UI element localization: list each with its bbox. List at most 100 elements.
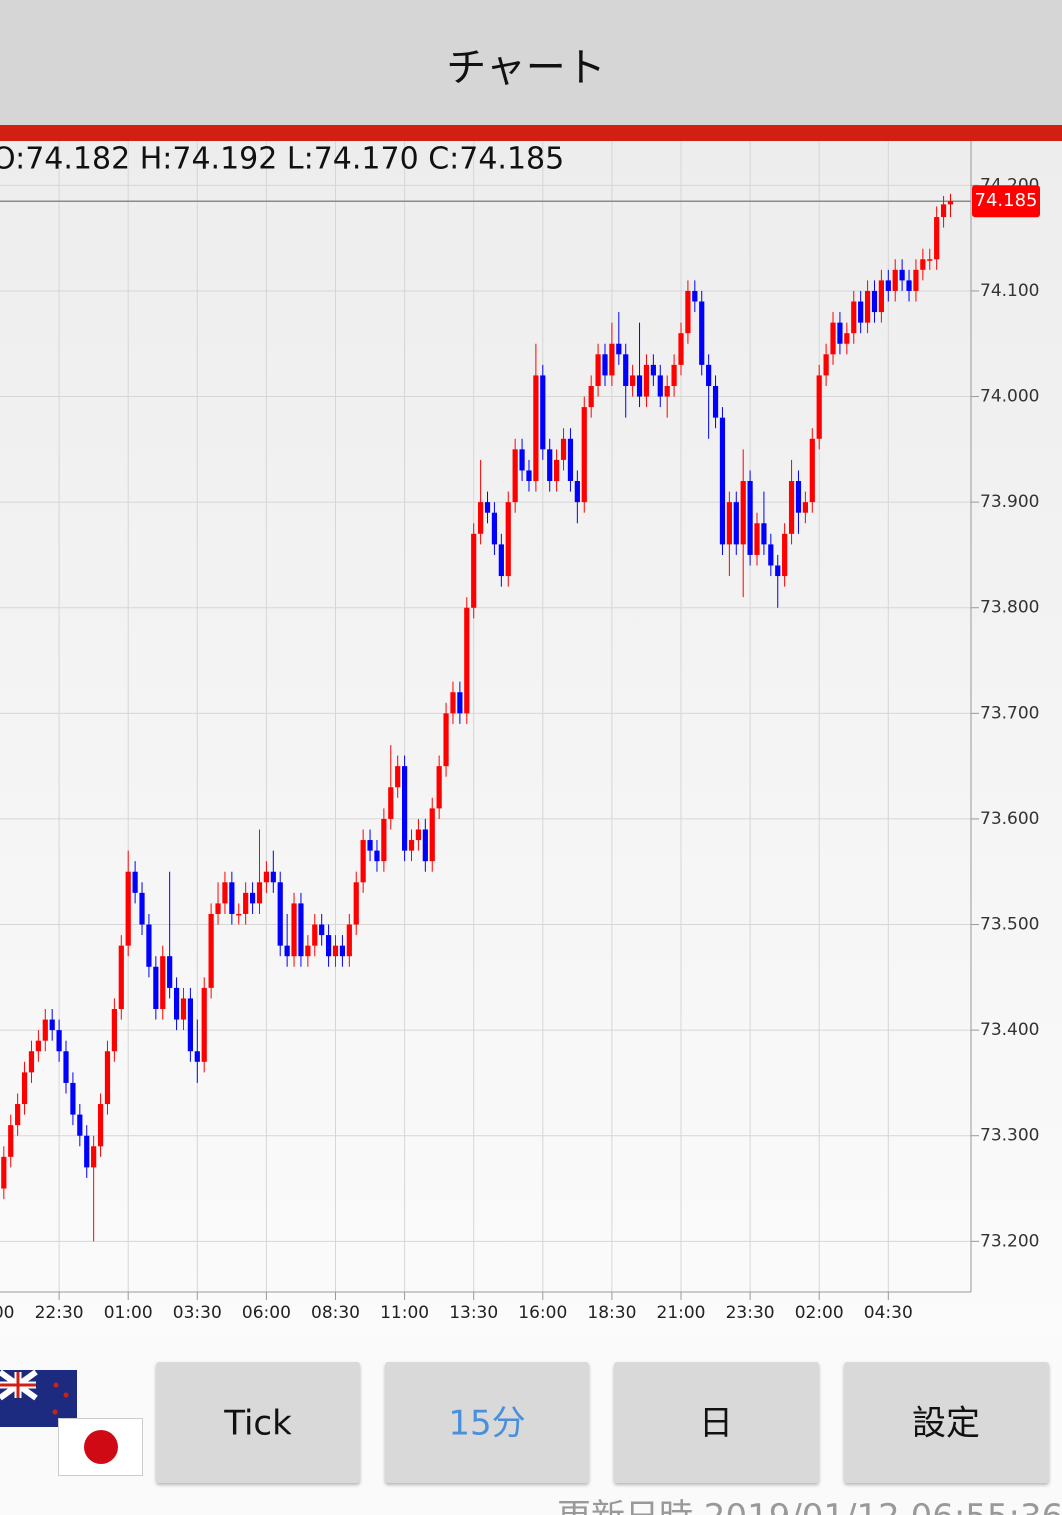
flag-jp-sun: [84, 1430, 118, 1464]
candle-body: [8, 1125, 14, 1157]
candle-body: [623, 354, 629, 386]
candle-body: [284, 945, 290, 957]
candle-body: [913, 269, 919, 291]
button-label[interactable]: 日: [699, 1404, 733, 1444]
button-label[interactable]: 設定: [912, 1404, 980, 1444]
candle-body: [678, 333, 684, 365]
candle-body: [471, 533, 477, 608]
ohlc-label: O:74.182 H:74.192 L:74.170 C:74.185: [0, 142, 564, 177]
candle-body: [795, 481, 802, 513]
candle-body: [450, 692, 456, 714]
candle-body: [491, 512, 498, 545]
candle-body: [581, 407, 587, 503]
candle-body: [726, 502, 732, 545]
candle-body: [457, 692, 463, 714]
candle-body: [1, 1156, 7, 1189]
candle-body: [339, 945, 346, 957]
candle-body: [256, 882, 263, 904]
y-tick-label: 73.300: [980, 1126, 1039, 1146]
candle-body: [312, 924, 318, 946]
price-tag: 74.185: [972, 185, 1040, 218]
button[interactable]: [844, 1362, 1049, 1483]
candle-body: [77, 1114, 83, 1136]
candle-body: [899, 269, 905, 281]
candles: [1, 193, 954, 1242]
x-tick-label: 04:30: [864, 1303, 913, 1323]
candle-body: [588, 385, 594, 408]
candle-body: [754, 523, 760, 555]
candle-body: [892, 269, 898, 291]
candle-body: [595, 354, 601, 386]
accent-bar: [0, 125, 1062, 141]
last-price-box: [972, 185, 1040, 218]
candle-body: [353, 882, 359, 925]
candle-body: [671, 364, 677, 386]
candle-body: [388, 787, 394, 819]
candle-body: [630, 375, 636, 386]
flag-nz-star: [52, 1409, 58, 1415]
candle-body: [270, 871, 276, 883]
candle-body: [325, 935, 332, 957]
candle-body: [657, 375, 663, 397]
candle-body: [35, 1040, 41, 1052]
candle-body: [864, 290, 871, 323]
button[interactable]: [156, 1362, 360, 1483]
candle-body: [180, 998, 187, 1020]
candle-body: [91, 1146, 97, 1168]
x-tick-label: 13:30: [449, 1303, 498, 1323]
candle-body: [505, 502, 511, 577]
button-label[interactable]: Tick: [223, 1404, 292, 1444]
candle-body: [346, 924, 352, 957]
candle-body: [830, 322, 836, 355]
candle-body: [381, 818, 387, 862]
candle-body: [643, 364, 650, 397]
y-tick-label: 73.700: [980, 703, 1039, 723]
candle-body: [699, 301, 705, 365]
flag-nz-star: [63, 1392, 69, 1398]
candle-body: [222, 882, 228, 904]
candle-body: [408, 840, 415, 851]
candle-body: [332, 945, 339, 957]
candle-body: [768, 544, 774, 566]
candle-body: [560, 438, 567, 460]
candle-body: [187, 998, 193, 1052]
candle-body: [21, 1072, 28, 1105]
candle-body: [249, 892, 256, 904]
candle-body: [526, 470, 532, 482]
button-label-selected[interactable]: 15分: [448, 1404, 525, 1444]
candle-body: [740, 481, 746, 545]
x-tick-label: 22:30: [35, 1303, 84, 1323]
candle-body: [422, 829, 428, 862]
button[interactable]: [385, 1362, 589, 1483]
candle-body: [464, 607, 470, 714]
x-tick-label: 03:30: [173, 1303, 222, 1323]
x-tick-label: 01:00: [104, 1303, 153, 1323]
x-tick-label: 20:00: [0, 1303, 15, 1323]
candle-body: [415, 829, 422, 841]
button[interactable]: [614, 1362, 819, 1483]
chart-background: [0, 141, 1062, 1336]
x-tick-label: 08:30: [311, 1303, 360, 1323]
candle-body: [871, 290, 878, 313]
candle-body: [823, 354, 829, 376]
x-tick-label: 16:00: [518, 1303, 567, 1323]
candle-body: [229, 882, 235, 914]
candle-body: [885, 280, 891, 291]
candle-body: [374, 850, 380, 862]
x-tick-label: 11:00: [380, 1303, 429, 1323]
candle-body: [837, 322, 843, 344]
y-tick-label: 74.000: [980, 387, 1039, 407]
candle-body: [153, 966, 159, 1010]
currency-flags: [0, 1369, 143, 1476]
candle-body: [602, 354, 608, 376]
candle-body: [947, 201, 954, 205]
candle-body: [395, 766, 401, 788]
header-title: チャート: [446, 45, 606, 91]
y-tick-label: 73.200: [980, 1231, 1039, 1251]
y-tick-label: 74.100: [980, 281, 1039, 301]
candle-body: [104, 1051, 111, 1105]
candle-body: [940, 204, 947, 218]
candle-body: [934, 217, 940, 260]
